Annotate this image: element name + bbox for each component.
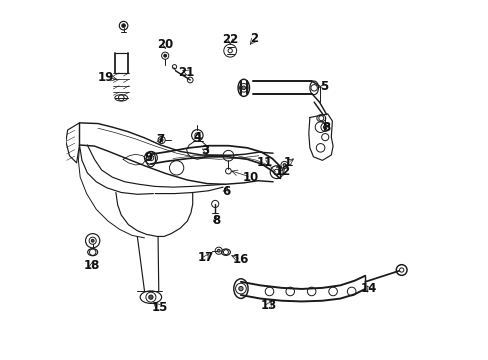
Text: 10: 10 <box>243 171 259 184</box>
Circle shape <box>122 24 125 27</box>
Circle shape <box>283 163 285 166</box>
Text: 5: 5 <box>319 80 327 93</box>
Text: 21: 21 <box>178 66 194 78</box>
Text: 20: 20 <box>157 39 173 51</box>
Text: 19: 19 <box>98 71 114 84</box>
Text: 13: 13 <box>260 299 276 312</box>
Text: 22: 22 <box>222 33 238 46</box>
Text: 17: 17 <box>197 251 214 264</box>
Circle shape <box>242 86 245 90</box>
Text: 12: 12 <box>274 165 291 177</box>
Circle shape <box>91 239 94 242</box>
Text: 9: 9 <box>143 151 152 165</box>
Circle shape <box>163 54 166 57</box>
Text: 1: 1 <box>284 156 291 169</box>
Text: 2: 2 <box>250 32 258 45</box>
Text: 6: 6 <box>222 185 229 198</box>
Text: 4: 4 <box>193 131 201 144</box>
Circle shape <box>323 125 326 129</box>
Text: 8: 8 <box>211 213 220 226</box>
Circle shape <box>160 139 163 141</box>
Circle shape <box>227 49 232 53</box>
Text: 16: 16 <box>232 253 248 266</box>
Text: 3: 3 <box>201 144 209 157</box>
Text: 18: 18 <box>83 258 100 271</box>
Circle shape <box>217 249 220 252</box>
Text: 14: 14 <box>360 283 376 296</box>
Text: 7: 7 <box>156 134 164 147</box>
Text: 11: 11 <box>257 156 273 169</box>
Circle shape <box>238 287 243 291</box>
Text: 15: 15 <box>151 301 167 314</box>
Circle shape <box>148 295 153 299</box>
Circle shape <box>399 268 403 272</box>
Text: 8: 8 <box>322 121 330 134</box>
